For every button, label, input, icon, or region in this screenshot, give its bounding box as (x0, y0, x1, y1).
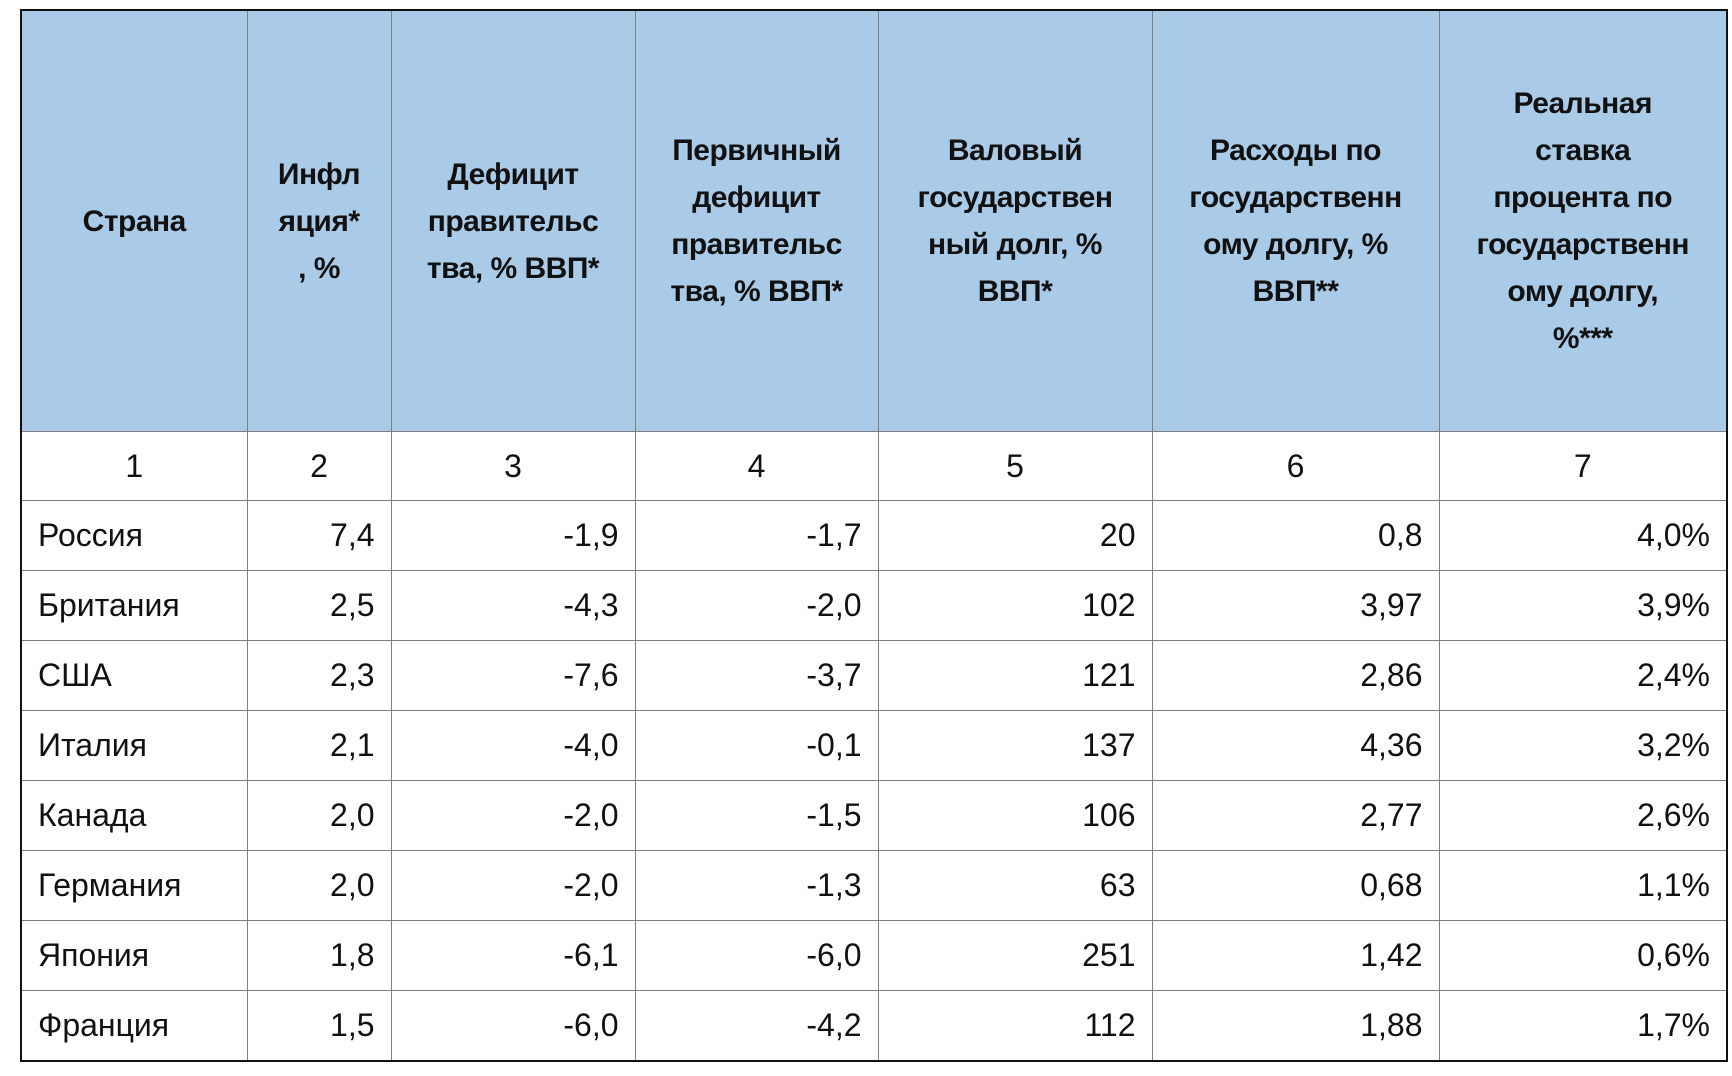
column-header: Первичный дефицит правительс тва, % ВВП* (634, 9, 879, 432)
value-cell: 0,68 (1151, 850, 1440, 921)
table-row: Канада 2,0 -2,0 -1,5 106 2,77 2,6% (20, 780, 1728, 851)
value-cell: 1,88 (1151, 990, 1440, 1062)
value-cell: 0,6% (1438, 920, 1728, 991)
value-cell: -4,0 (390, 710, 636, 781)
value-cell: 1,8 (246, 920, 392, 991)
value-cell: 1,5 (246, 990, 392, 1062)
country-cell: Италия (20, 710, 248, 781)
value-cell: 106 (877, 780, 1153, 851)
country-cell: Россия (20, 500, 248, 571)
column-header: Расходы по государственн ому долгу, % ВВ… (1151, 9, 1440, 432)
country-cell: Япония (20, 920, 248, 991)
column-number: 7 (1438, 431, 1728, 501)
value-cell: 1,42 (1151, 920, 1440, 991)
value-cell: -6,0 (634, 920, 879, 991)
value-cell: -6,0 (390, 990, 636, 1062)
value-cell: 2,1 (246, 710, 392, 781)
value-cell: 137 (877, 710, 1153, 781)
value-cell: -3,7 (634, 640, 879, 711)
value-cell: 102 (877, 570, 1153, 641)
column-number: 5 (877, 431, 1153, 501)
value-cell: -4,3 (390, 570, 636, 641)
value-cell: 2,4% (1438, 640, 1728, 711)
table-row: Япония 1,8 -6,1 -6,0 251 1,42 0,6% (20, 920, 1728, 991)
table-row: Франция 1,5 -6,0 -4,2 112 1,88 1,7% (20, 990, 1728, 1062)
value-cell: 2,5 (246, 570, 392, 641)
value-cell: 112 (877, 990, 1153, 1062)
table-row: Италия 2,1 -4,0 -0,1 137 4,36 3,2% (20, 710, 1728, 781)
value-cell: -6,1 (390, 920, 636, 991)
value-cell: 4,36 (1151, 710, 1440, 781)
value-cell: -1,5 (634, 780, 879, 851)
table-row: Германия 2,0 -2,0 -1,3 63 0,68 1,1% (20, 850, 1728, 921)
column-number: 1 (20, 431, 248, 501)
value-cell: -1,9 (390, 500, 636, 571)
value-cell: 20 (877, 500, 1153, 571)
value-cell: 7,4 (246, 500, 392, 571)
country-cell: Франция (20, 990, 248, 1062)
value-cell: 2,0 (246, 780, 392, 851)
value-cell: 2,6% (1438, 780, 1728, 851)
value-cell: -4,2 (634, 990, 879, 1062)
value-cell: -7,6 (390, 640, 636, 711)
column-header: Дефицит правительс тва, % ВВП* (390, 9, 636, 432)
value-cell: 1,7% (1438, 990, 1728, 1062)
country-cell: США (20, 640, 248, 711)
value-cell: 4,0% (1438, 500, 1728, 571)
value-cell: -2,0 (634, 570, 879, 641)
table-row: Россия 7,4 -1,9 -1,7 20 0,8 4,0% (20, 500, 1728, 571)
country-fiscal-table: Страна Инфл яция* , % Дефицит правительс т… (20, 9, 1728, 1062)
column-header: Реальная ставка процента по государствен… (1438, 9, 1728, 432)
value-cell: -1,3 (634, 850, 879, 921)
header-row: Страна Инфл яция* , % Дефицит правительс т… (20, 9, 1728, 432)
value-cell: 3,2% (1438, 710, 1728, 781)
value-cell: 0,8 (1151, 500, 1440, 571)
table-row: США 2,3 -7,6 -3,7 121 2,86 2,4% (20, 640, 1728, 711)
column-header: Валовый государствен ный долг, % ВВП* (877, 9, 1153, 432)
country-cell: Германия (20, 850, 248, 921)
value-cell: -0,1 (634, 710, 879, 781)
value-cell: 121 (877, 640, 1153, 711)
column-number: 3 (390, 431, 636, 501)
column-number: 2 (246, 431, 392, 501)
value-cell: 251 (877, 920, 1153, 991)
column-number: 6 (1151, 431, 1440, 501)
country-cell: Британия (20, 570, 248, 641)
value-cell: 2,77 (1151, 780, 1440, 851)
value-cell: -2,0 (390, 850, 636, 921)
value-cell: 3,9% (1438, 570, 1728, 641)
value-cell: 2,0 (246, 850, 392, 921)
table-row: Британия 2,5 -4,3 -2,0 102 3,97 3,9% (20, 570, 1728, 641)
value-cell: -1,7 (634, 500, 879, 571)
value-cell: 2,86 (1151, 640, 1440, 711)
value-cell: 3,97 (1151, 570, 1440, 641)
column-number: 4 (634, 431, 879, 501)
country-cell: Канада (20, 780, 248, 851)
column-header: Страна (20, 9, 248, 432)
column-header: Инфл яция* , % (246, 9, 392, 432)
value-cell: -2,0 (390, 780, 636, 851)
value-cell: 1,1% (1438, 850, 1728, 921)
value-cell: 63 (877, 850, 1153, 921)
value-cell: 2,3 (246, 640, 392, 711)
